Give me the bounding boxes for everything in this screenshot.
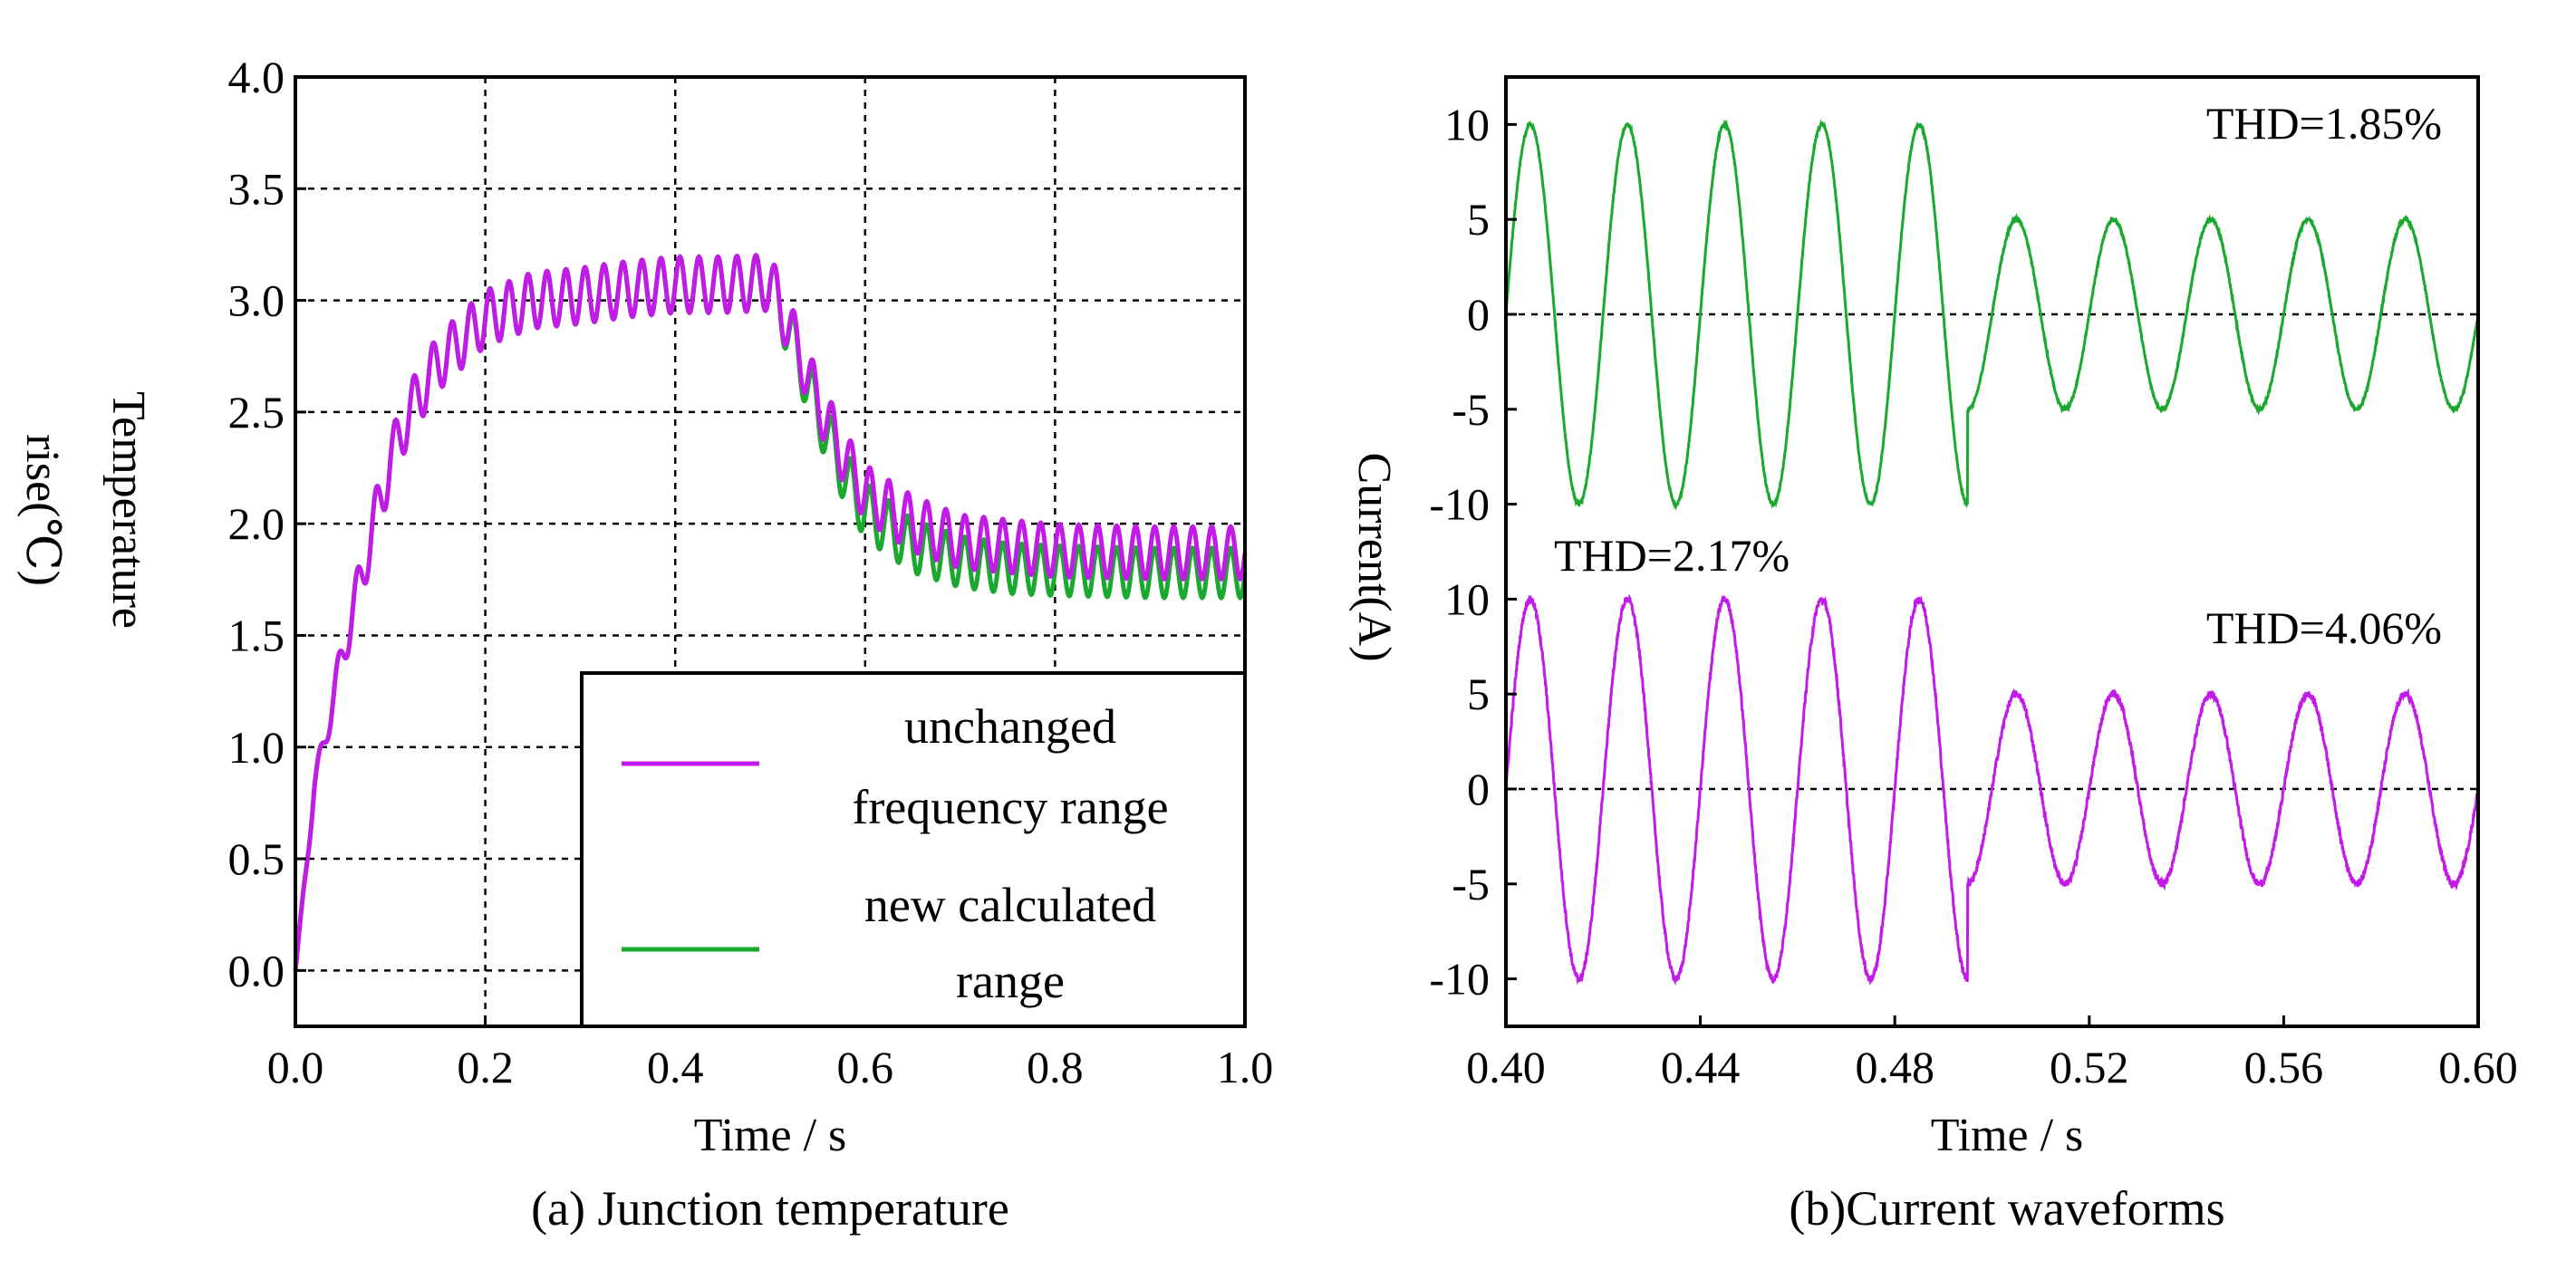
chart-b-ytick-label: 0 (1467, 764, 1490, 814)
chart-a-xtick-label: 0.2 (457, 1042, 514, 1092)
chart-b-ytick-label: -10 (1429, 479, 1490, 530)
legend-label-unchanged-line2: frequency range (852, 780, 1168, 834)
chart-b-xtick-label: 0.60 (2438, 1042, 2518, 1092)
chart-a-ytick-label: 4.0 (228, 52, 285, 102)
chart-a-xtick-label: 1.0 (1217, 1042, 1274, 1092)
chart-junction-temperature: 0.0 0.2 0.4 0.6 0.8 1.0 0.0 0.5 1.0 1.5 2.0 2.5 3.0 3… (16, 52, 1274, 1236)
chart-b-xtick-label: 0.52 (2050, 1042, 2129, 1092)
chart-a-ytick-label: 0.5 (228, 833, 285, 884)
series-current-green-line (1504, 119, 2480, 511)
chart-b-ytick-label: 10 (1444, 573, 1490, 624)
annotation-thd-4-06: THD=4.06% (2206, 602, 2442, 653)
chart-b-ytick-label: 5 (1467, 194, 1490, 245)
chart-a-ytick-label: 3.5 (228, 163, 285, 214)
series-unchanged-line (293, 252, 1248, 971)
chart-a-xtick-label: 0.6 (837, 1042, 894, 1092)
chart-b-ytick-label: 0 (1467, 289, 1490, 340)
chart-a-ylabel-line2: rise(℃) (16, 434, 68, 586)
chart-a-legend: unchanged frequency range new calculated… (580, 671, 1247, 1028)
annotation-thd-2-17: THD=2.17% (1554, 530, 1790, 581)
chart-a-ytick-label: 0.0 (228, 945, 285, 996)
chart-b-ytick-label: 5 (1467, 669, 1490, 719)
chart-b-caption: (b)Current waveforms (1789, 1181, 2224, 1236)
chart-a-ytick-label: 1.5 (228, 610, 285, 660)
chart-b-plot-frame (1504, 75, 2480, 1028)
chart-b-series-lines (1504, 119, 2480, 986)
chart-b-ticks: 10 5 0 -5 -10 10 5 0 -5 -10 0.40 0.44 0.48 0.52 0.56 0.… (1429, 99, 2517, 1092)
chart-b-ytick-label: -10 (1429, 954, 1490, 1005)
chart-b-xtick-label: 0.44 (1661, 1042, 1741, 1092)
chart-b-xlabel: Time / s (1931, 1110, 2084, 1161)
series-current-purple-line (1504, 593, 2480, 986)
chart-a-ylabel-line1: Temperature (102, 391, 154, 629)
chart-a-ytick-label: 3.0 (228, 275, 285, 326)
chart-b-xtick-label: 0.40 (1466, 1042, 1546, 1092)
chart-a-xlabel: Time / s (694, 1110, 847, 1161)
chart-a-ytick-label: 2.5 (228, 387, 285, 438)
chart-a-xtick-label: 0.8 (1027, 1042, 1084, 1092)
chart-a-ytick-label: 2.0 (228, 498, 285, 549)
chart-b-xtick-label: 0.56 (2244, 1042, 2324, 1092)
legend-label-new-calculated-line1: new calculated (864, 878, 1156, 932)
chart-current-waveforms: 10 5 0 -5 -10 10 5 0 -5 -10 0.40 0.44 0.48 0.52 0.56 0.… (1348, 75, 2518, 1236)
chart-a-series-lines (293, 252, 1248, 971)
legend-label-unchanged-line1: unchanged (904, 699, 1116, 754)
annotation-thd-1-85: THD=1.85% (2206, 98, 2442, 149)
chart-b-ylabel: Current(A) (1348, 452, 1400, 661)
chart-a-ytick-label: 1.0 (228, 722, 285, 773)
chart-b-ytick-label: 10 (1444, 99, 1490, 149)
legend-box (580, 671, 1247, 1028)
chart-a-xtick-label: 0.0 (267, 1042, 324, 1092)
legend-label-new-calculated-line2: range (956, 954, 1065, 1008)
chart-b-ytick-label: -5 (1452, 384, 1490, 435)
chart-a-xtick-label: 0.4 (647, 1042, 704, 1092)
chart-b-xtick-label: 0.48 (1855, 1042, 1934, 1092)
chart-b-ytick-label: -5 (1452, 859, 1490, 909)
chart-a-caption: (a) Junction temperature (531, 1181, 1009, 1236)
